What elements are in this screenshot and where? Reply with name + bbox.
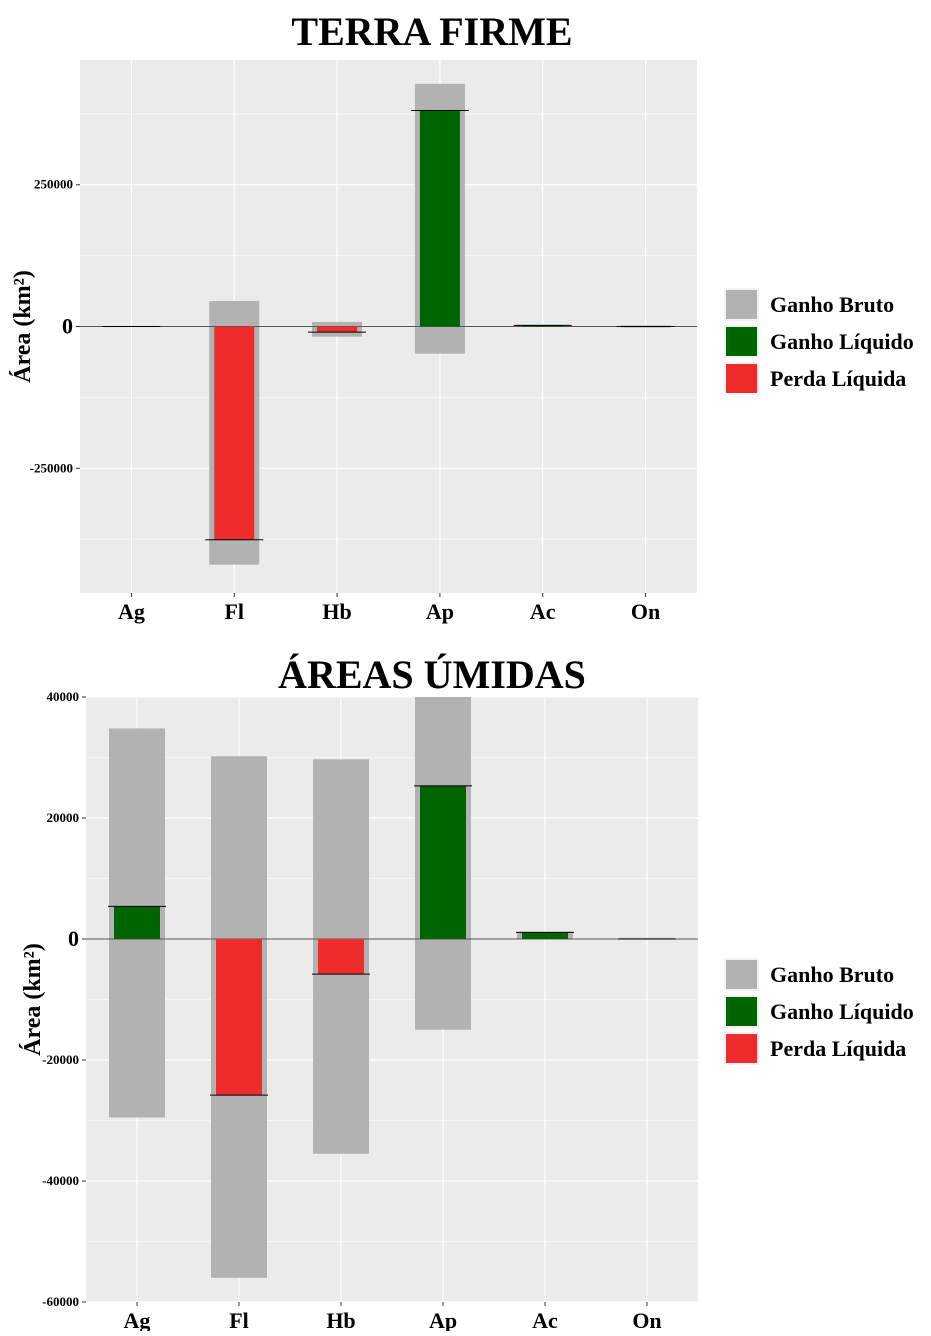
- legend-label: Ganho Bruto: [770, 962, 894, 987]
- chart-panel-2: ÁREAS ÚMIDAS -60000 -40000 -20000 0 20000 4000…: [20, 652, 914, 1333]
- x-tick-label: Fl: [224, 599, 244, 624]
- y-tick-label: -250000: [30, 460, 73, 475]
- bar-gross-on: [619, 937, 675, 939]
- x-tick-label: Ac: [532, 1308, 558, 1331]
- bar-net-gain-ac: [522, 932, 568, 939]
- bar-net-loss-hb: [317, 326, 358, 333]
- y-tick-label: 40000: [47, 689, 80, 704]
- legend-swatch: [726, 327, 757, 356]
- legend: Ganho Bruto Ganho Líquido Perda Líquida: [724, 288, 914, 395]
- legend-label: Ganho Líquido: [770, 329, 914, 354]
- x-tick-label: Fl: [229, 1308, 249, 1331]
- legend-swatch: [726, 364, 757, 393]
- y-axis-label: Área (km²): [20, 943, 46, 1056]
- legend-swatch: [726, 1034, 757, 1063]
- bar-net-gain-ac: [522, 325, 563, 327]
- x-tick-label: On: [631, 599, 660, 624]
- chart-title: TERRA FIRME: [291, 9, 572, 54]
- y-tick-label: -60000: [42, 1294, 79, 1309]
- x-tick-label: Ap: [429, 1308, 457, 1331]
- y-tick-label: -20000: [42, 1052, 79, 1067]
- bar-net-loss-fl: [214, 326, 255, 540]
- y-tick-label: 20000: [47, 810, 80, 825]
- legend: Ganho Bruto Ganho Líquido Perda Líquida: [724, 958, 914, 1065]
- legend-label: Ganho Bruto: [770, 292, 894, 317]
- bar-net-loss-hb: [318, 939, 364, 975]
- x-tick-label: Ap: [426, 599, 454, 624]
- legend-label: Perda Líquida: [770, 366, 906, 391]
- bar-net-gain-ag: [114, 906, 160, 939]
- legend-label: Ganho Líquido: [770, 999, 914, 1024]
- x-tick-label: Ag: [118, 599, 145, 624]
- y-tick-label: 250000: [34, 177, 73, 192]
- x-tick-label: Ag: [124, 1308, 151, 1331]
- legend-label: Perda Líquida: [770, 1036, 906, 1061]
- legend-swatch: [726, 997, 757, 1026]
- chart-title: ÁREAS ÚMIDAS: [278, 652, 586, 697]
- x-tick-label: Hb: [322, 599, 351, 624]
- x-tick-label: On: [632, 1308, 661, 1331]
- y-tick-label: 0: [62, 314, 73, 339]
- y-tick-label: -40000: [42, 1173, 79, 1188]
- bar-net-gain-ap: [420, 785, 466, 939]
- legend-swatch: [726, 960, 757, 989]
- bar-net-loss-fl: [216, 939, 262, 1096]
- y-tick-label: 0: [68, 926, 79, 951]
- legend-swatch: [726, 290, 757, 319]
- x-tick-label: Ac: [530, 599, 556, 624]
- chart-panel-1: TERRA FIRME -250000 0 250000 Ag Fl Hb Ap Ac On Áre…: [10, 9, 914, 624]
- y-axis-label: Área (km²): [10, 270, 36, 383]
- bar-net-gain-ap: [419, 110, 460, 327]
- x-tick-label: Hb: [326, 1308, 355, 1331]
